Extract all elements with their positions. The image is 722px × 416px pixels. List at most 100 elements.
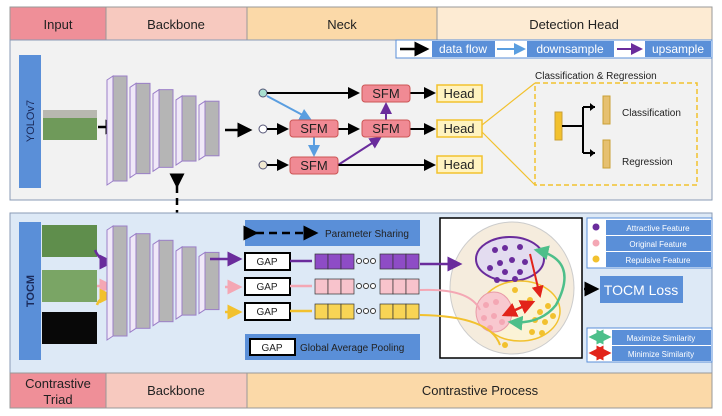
feature-cube xyxy=(405,278,420,295)
repulsive-image xyxy=(42,312,97,344)
legend-cell xyxy=(606,252,711,267)
backbone-layers-top xyxy=(106,75,220,186)
ellipsis-dot xyxy=(370,308,376,314)
attractive-dot xyxy=(492,247,498,253)
feature-map-layer xyxy=(135,82,151,175)
feature-cube xyxy=(379,278,394,295)
svg-text:Global Average Pooling: Global Average Pooling xyxy=(300,343,404,354)
legend-cell xyxy=(606,236,711,251)
feature-cube xyxy=(314,253,329,270)
ellipsis-dot xyxy=(370,258,376,264)
svg-text:Head: Head xyxy=(443,157,474,172)
tocm-side-bar xyxy=(19,222,41,360)
footer-triad-2: Triad xyxy=(43,392,72,407)
head-block: Head xyxy=(436,84,483,103)
header-neck: Neck xyxy=(327,17,357,32)
legend-cell xyxy=(612,330,711,345)
cls-reg-title: Classification & Regression xyxy=(535,71,657,82)
feature-legend: Attractive Feature Original Feature Repuls… xyxy=(586,217,713,269)
feature-cube xyxy=(392,278,407,295)
gap-label: GAP xyxy=(256,282,277,293)
feature-map-layer xyxy=(198,100,206,161)
svg-text:SFM: SFM xyxy=(300,158,327,173)
classification-regression-detail: Classification & Regression Classificati… xyxy=(481,71,698,186)
gap-row: GAP xyxy=(244,252,420,271)
classification-label: Classification xyxy=(622,108,681,119)
repulsive-dot xyxy=(512,287,518,293)
ellipsis-dot xyxy=(363,258,369,264)
original-dot xyxy=(483,302,489,308)
head-block: Head xyxy=(436,155,483,174)
original-dot xyxy=(481,315,487,321)
attractive-dot xyxy=(497,260,503,266)
header-row: Input Backbone Neck Detection Head xyxy=(9,6,713,41)
svg-text:Head: Head xyxy=(443,86,474,101)
feature-cube xyxy=(405,303,420,320)
repulsive-dot xyxy=(542,319,548,325)
sfm-block: SFM xyxy=(361,84,411,103)
header-detection-head: Detection Head xyxy=(529,17,619,32)
feature-map-layer xyxy=(204,251,220,311)
feature-cube xyxy=(340,253,355,270)
feature-cube xyxy=(405,253,420,270)
head-block: Head xyxy=(436,119,483,138)
gap-legend: GAP Global Average Pooling xyxy=(245,334,420,360)
tocm-side-label: TOCM xyxy=(25,275,37,307)
sfm-block: SFM xyxy=(289,156,339,175)
feature-map-layer xyxy=(112,225,128,337)
feature-cube xyxy=(314,278,329,295)
svg-text:SFM: SFM xyxy=(372,86,399,101)
feature-cube xyxy=(314,303,329,320)
legend-cell xyxy=(612,346,711,361)
feature-map-layer xyxy=(106,225,114,341)
feature-map-layer xyxy=(175,245,183,321)
feature-cube xyxy=(327,303,342,320)
feature-map-layer xyxy=(152,88,160,173)
svg-text:Parameter Sharing: Parameter Sharing xyxy=(325,229,409,240)
sfm-block: SFM xyxy=(361,119,411,138)
feature-cube xyxy=(392,253,407,270)
feature-cube xyxy=(379,253,394,270)
repulsive-dot xyxy=(539,330,545,336)
attractive-dot xyxy=(509,257,515,263)
yolo-side-label: YOLOv7 xyxy=(25,100,37,142)
feature-cube xyxy=(340,278,355,295)
gap-row: GAP xyxy=(244,302,420,321)
repulsive-dot xyxy=(502,342,508,348)
ellipsis-dot xyxy=(370,283,376,289)
original-dot xyxy=(491,313,497,319)
feature-map-layer xyxy=(106,75,114,186)
feature-legend-label: Original Feature xyxy=(629,240,687,249)
footer-backbone: Backbone xyxy=(147,383,205,398)
repulsive-dot xyxy=(537,309,543,315)
feature-cube xyxy=(340,303,355,320)
backbone-layers-bottom xyxy=(106,225,220,341)
svg-text:Head: Head xyxy=(443,121,474,136)
feature-cube xyxy=(327,278,342,295)
feature-map-layer xyxy=(158,239,174,323)
feature-map-layer xyxy=(181,246,197,316)
legend-upsample: upsample xyxy=(652,42,704,56)
attractive-dot xyxy=(512,276,518,282)
feature-map-layer xyxy=(129,82,137,179)
feature-map-layer xyxy=(152,239,160,327)
legend-cell xyxy=(606,220,711,235)
feature-legend-label: Attractive Feature xyxy=(626,224,690,233)
ellipsis-dot xyxy=(356,308,362,314)
feature-map-layer xyxy=(198,251,206,315)
regression-label: Regression xyxy=(622,157,673,168)
sfm-block: SFM xyxy=(289,119,339,138)
gap-label: GAP xyxy=(256,307,277,318)
attractive-dot xyxy=(517,244,523,250)
similarity-legend-label: Minimize Similarity xyxy=(628,350,694,359)
yolo-side-bar xyxy=(19,55,41,188)
feature-sphere xyxy=(419,217,583,359)
feature-legend-label: Repulsive Feature xyxy=(626,256,691,265)
gap-row: GAP xyxy=(244,277,420,296)
feature-map-layer xyxy=(158,89,174,168)
parameter-sharing-legend: Parameter Sharing xyxy=(243,220,420,246)
repulsive-dot xyxy=(529,329,535,335)
feature-map-layer xyxy=(129,232,137,334)
arrow-legend: data flow downsample upsample xyxy=(395,39,713,59)
